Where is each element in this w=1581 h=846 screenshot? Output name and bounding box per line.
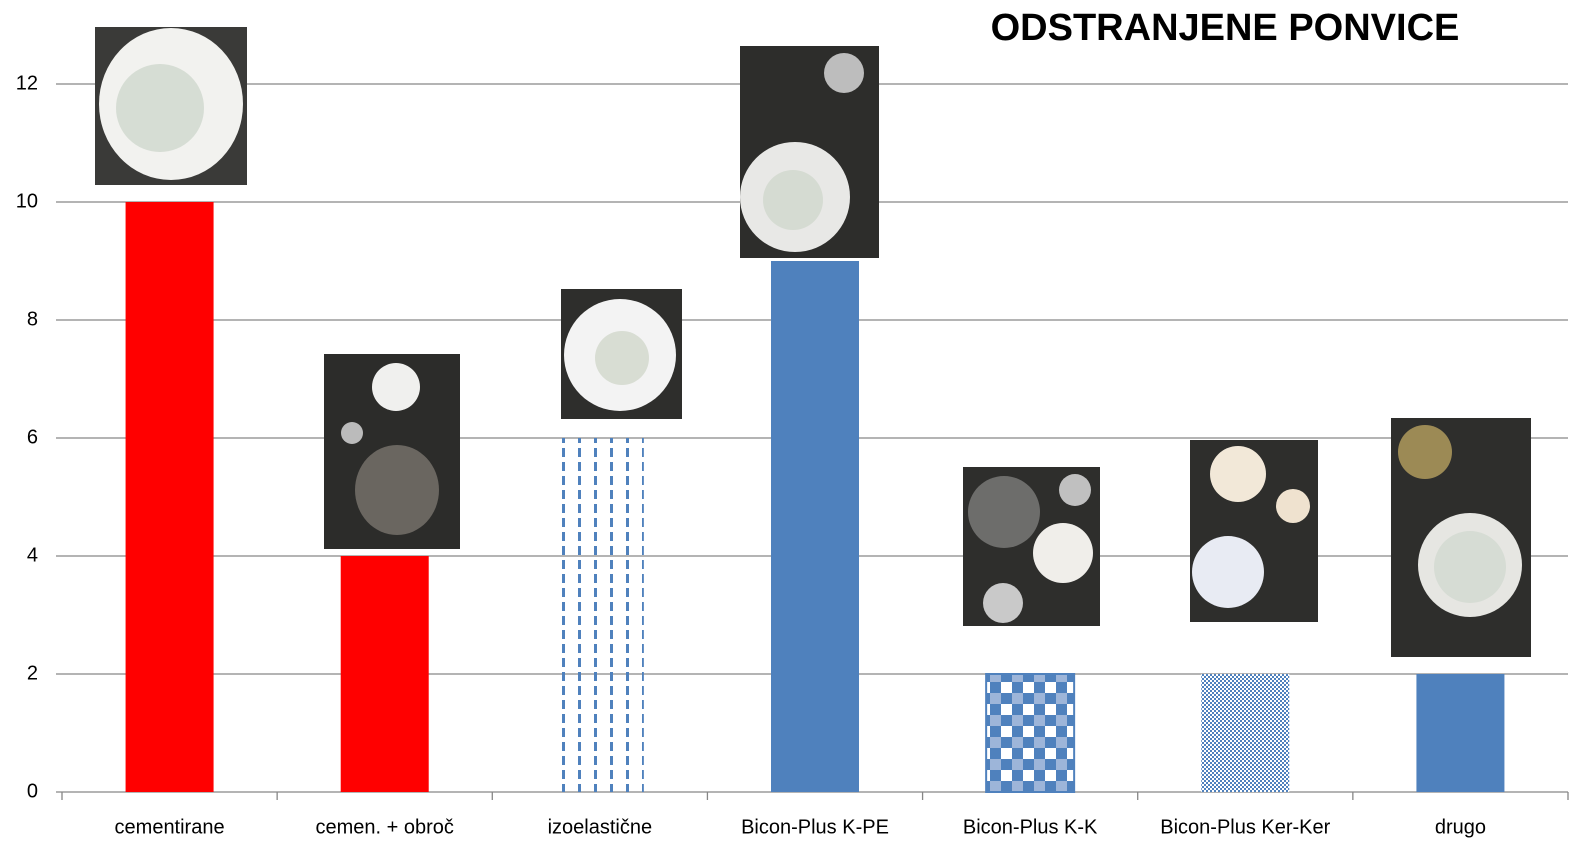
x-tick-label: Bicon-Plus K-K [963,816,1098,838]
photo-object [983,583,1023,623]
photos [95,27,1531,657]
photo-object [1033,523,1093,583]
photo-object [1059,474,1091,506]
x-tick-label: Bicon-Plus K-PE [741,816,889,838]
y-tick-label: 8 [27,308,38,330]
photo-object [1434,531,1506,603]
x-tick-label: cemen. + obroč [316,816,454,838]
bar [125,202,214,792]
photo-object [595,331,649,385]
photo-object [763,170,823,230]
bar [985,673,1076,793]
y-tick-label: 2 [27,662,38,684]
y-tick-label: 6 [27,426,38,448]
photo-object [1192,536,1264,608]
photo-object [116,64,204,152]
y-tick-label: 12 [16,72,38,94]
bar [1201,674,1290,792]
photo-object [372,363,420,411]
bar [1416,674,1505,792]
photo-object [341,422,363,444]
y-tick-label: 10 [16,190,38,212]
photo-object [824,53,864,93]
photo-object [1210,446,1266,502]
y-tick-label: 4 [27,544,38,566]
photo-object [968,476,1040,548]
y-tick-label: 0 [27,780,38,802]
x-tick-label: Bicon-Plus Ker-Ker [1160,816,1330,838]
x-tick-label: drugo [1435,816,1486,838]
photo-object [1276,489,1310,523]
x-tick-label: cementirane [115,816,225,838]
bar [340,556,429,792]
bar [555,438,644,792]
chart-title: ODSTRANJENE PONVICE [991,7,1460,49]
photo-object [355,445,439,535]
photo-object [1398,425,1452,479]
x-tick-label: izoelastične [548,816,653,838]
bar [771,261,859,792]
